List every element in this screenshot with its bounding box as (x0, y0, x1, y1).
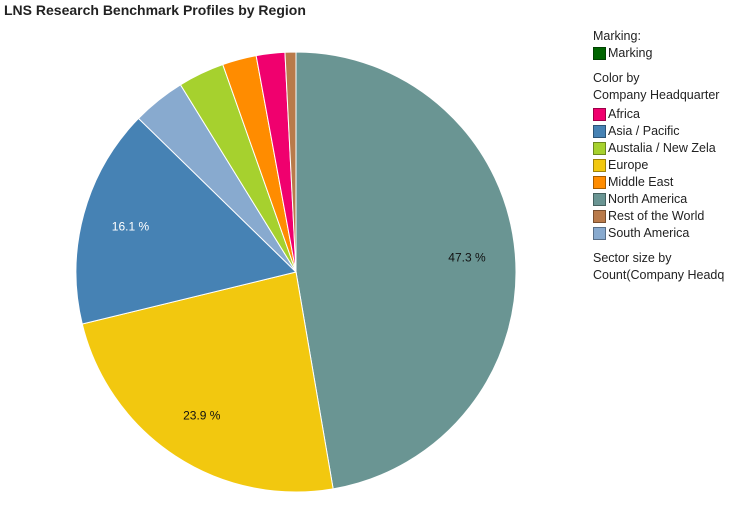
legend-label: Austalia / New Zela (608, 141, 716, 155)
legend-label: Middle East (608, 175, 674, 189)
legend-item[interactable]: Asia / Pacific (593, 123, 740, 140)
legend-item[interactable]: North America (593, 191, 740, 208)
legend: Marking: Marking Color by Company Headqu… (593, 28, 740, 284)
legend-label: North America (608, 192, 688, 206)
legend-label: Rest of the World (608, 209, 705, 223)
size-by-header: Sector size by (593, 251, 672, 265)
pie-slice-rest-of-the-world[interactable] (284, 51, 297, 273)
legend-swatch (593, 227, 606, 240)
legend-swatch (593, 159, 606, 172)
legend-label: South America (608, 226, 690, 240)
color-by-header: Color by (593, 71, 640, 85)
legend-swatch (593, 176, 606, 189)
marking-label: Marking (608, 46, 653, 60)
slice-data-label: 23.9 % (183, 408, 221, 422)
legend-swatch (593, 125, 606, 138)
legend-swatch (593, 142, 606, 155)
pie-slice-north-america[interactable] (295, 51, 517, 490)
slice-data-label: 16.1 % (112, 220, 150, 234)
size-by-field[interactable]: Count(Company Headq (593, 268, 725, 282)
legend-swatch (593, 108, 606, 121)
legend-label: Africa (608, 107, 640, 121)
marking-item[interactable]: Marking (593, 45, 740, 62)
slice-data-label: 47.3 % (448, 250, 486, 264)
marking-swatch (593, 47, 606, 60)
legend-item[interactable]: Europe (593, 157, 740, 174)
legend-swatch (593, 193, 606, 206)
pie-chart: 47.3 % 23.9 % 16.1 % (75, 51, 517, 493)
legend-item[interactable]: Africa (593, 106, 740, 123)
legend-label: Asia / Pacific (608, 124, 680, 138)
color-by-field[interactable]: Company Headquarter (593, 88, 720, 102)
chart-title: LNS Research Benchmark Profiles by Regio… (4, 2, 306, 18)
legend-item[interactable]: Rest of the World (593, 208, 740, 225)
legend-swatch (593, 210, 606, 223)
legend-item[interactable]: Austalia / New Zela (593, 140, 740, 157)
legend-item[interactable]: Middle East (593, 174, 740, 191)
legend-label: Europe (608, 158, 649, 172)
legend-item[interactable]: South America (593, 225, 740, 242)
marking-header: Marking: (593, 29, 641, 43)
pie-slice-europe[interactable] (81, 271, 334, 493)
pie-slice-asia-pacific[interactable] (75, 117, 297, 325)
